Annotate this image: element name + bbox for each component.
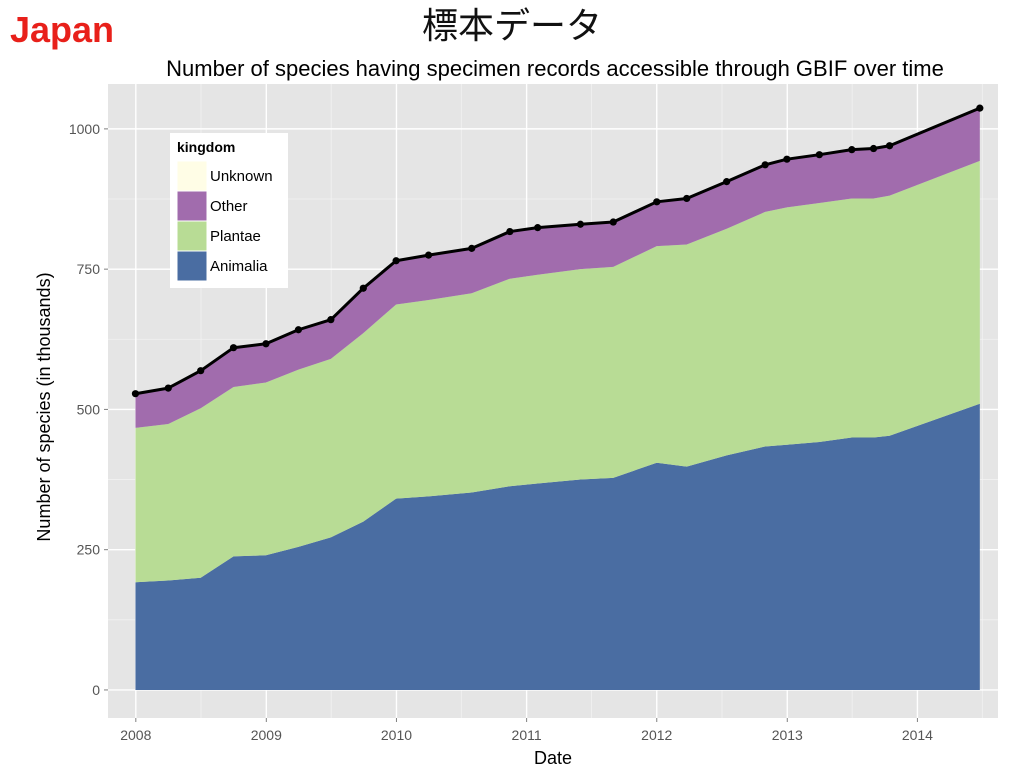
total-point xyxy=(424,251,433,259)
x-tick-label: 2014 xyxy=(902,727,933,743)
country-label: Japan xyxy=(10,9,115,50)
total-point xyxy=(869,144,878,153)
y-axis: 0 250 500 750 1000 xyxy=(69,121,108,698)
x-tick-label: 2013 xyxy=(772,727,803,743)
legend-label: Unknown xyxy=(210,168,273,185)
total-point xyxy=(468,244,476,252)
x-tick-label: 2012 xyxy=(641,727,672,743)
total-point xyxy=(848,146,856,154)
legend-key-plantae xyxy=(176,220,208,252)
total-point xyxy=(886,142,894,150)
total-point xyxy=(506,227,514,236)
y-tick-label: 0 xyxy=(92,682,100,698)
total-point xyxy=(262,340,270,348)
x-axis-title: Date xyxy=(534,748,572,768)
legend-label: Plantae xyxy=(210,228,261,245)
x-tick-label: 2009 xyxy=(251,727,282,743)
area-other xyxy=(135,108,980,428)
y-tick-label: 1000 xyxy=(69,121,100,137)
page-heading: 標本データ xyxy=(421,6,602,47)
total-point xyxy=(576,220,585,228)
legend-key-other xyxy=(176,190,208,222)
legend-key-unknown xyxy=(176,160,208,192)
total-point xyxy=(723,178,731,186)
total-point xyxy=(359,284,367,292)
total-point xyxy=(609,218,617,226)
legend-key-animalia xyxy=(176,250,208,282)
legend: kingdom Unknown Other Plantae Animalia xyxy=(170,133,288,288)
total-point xyxy=(534,224,542,232)
total-point xyxy=(976,104,984,112)
total-point xyxy=(815,151,823,159)
total-point xyxy=(229,344,238,352)
y-axis-title: Number of species (in thousands) xyxy=(34,272,54,541)
y-tick-label: 750 xyxy=(77,261,101,277)
total-point xyxy=(327,316,335,324)
x-tick-label: 2011 xyxy=(512,727,542,743)
y-tick-label: 500 xyxy=(77,401,101,417)
total-point xyxy=(683,194,691,203)
chart-title: Number of species having specimen record… xyxy=(166,56,944,81)
legend-label: Other xyxy=(210,198,248,215)
total-point xyxy=(294,326,303,334)
total-point xyxy=(131,390,140,398)
x-axis: 2008 2009 2010 2011 2012 2013 2014 xyxy=(120,718,933,743)
x-tick-label: 2008 xyxy=(120,727,151,743)
total-point xyxy=(392,257,400,265)
stacked-areas xyxy=(135,108,980,690)
legend-label: Animalia xyxy=(210,258,268,275)
area-plantae xyxy=(135,160,980,583)
legend-title: kingdom xyxy=(177,139,235,155)
total-point xyxy=(164,384,172,392)
total-point xyxy=(783,155,791,163)
total-point xyxy=(197,367,205,375)
y-tick-label: 250 xyxy=(77,542,101,558)
area-animalia xyxy=(135,403,980,690)
total-point xyxy=(761,161,769,169)
total-point xyxy=(653,198,661,206)
total-line xyxy=(131,104,984,398)
x-tick-label: 2010 xyxy=(381,727,412,743)
